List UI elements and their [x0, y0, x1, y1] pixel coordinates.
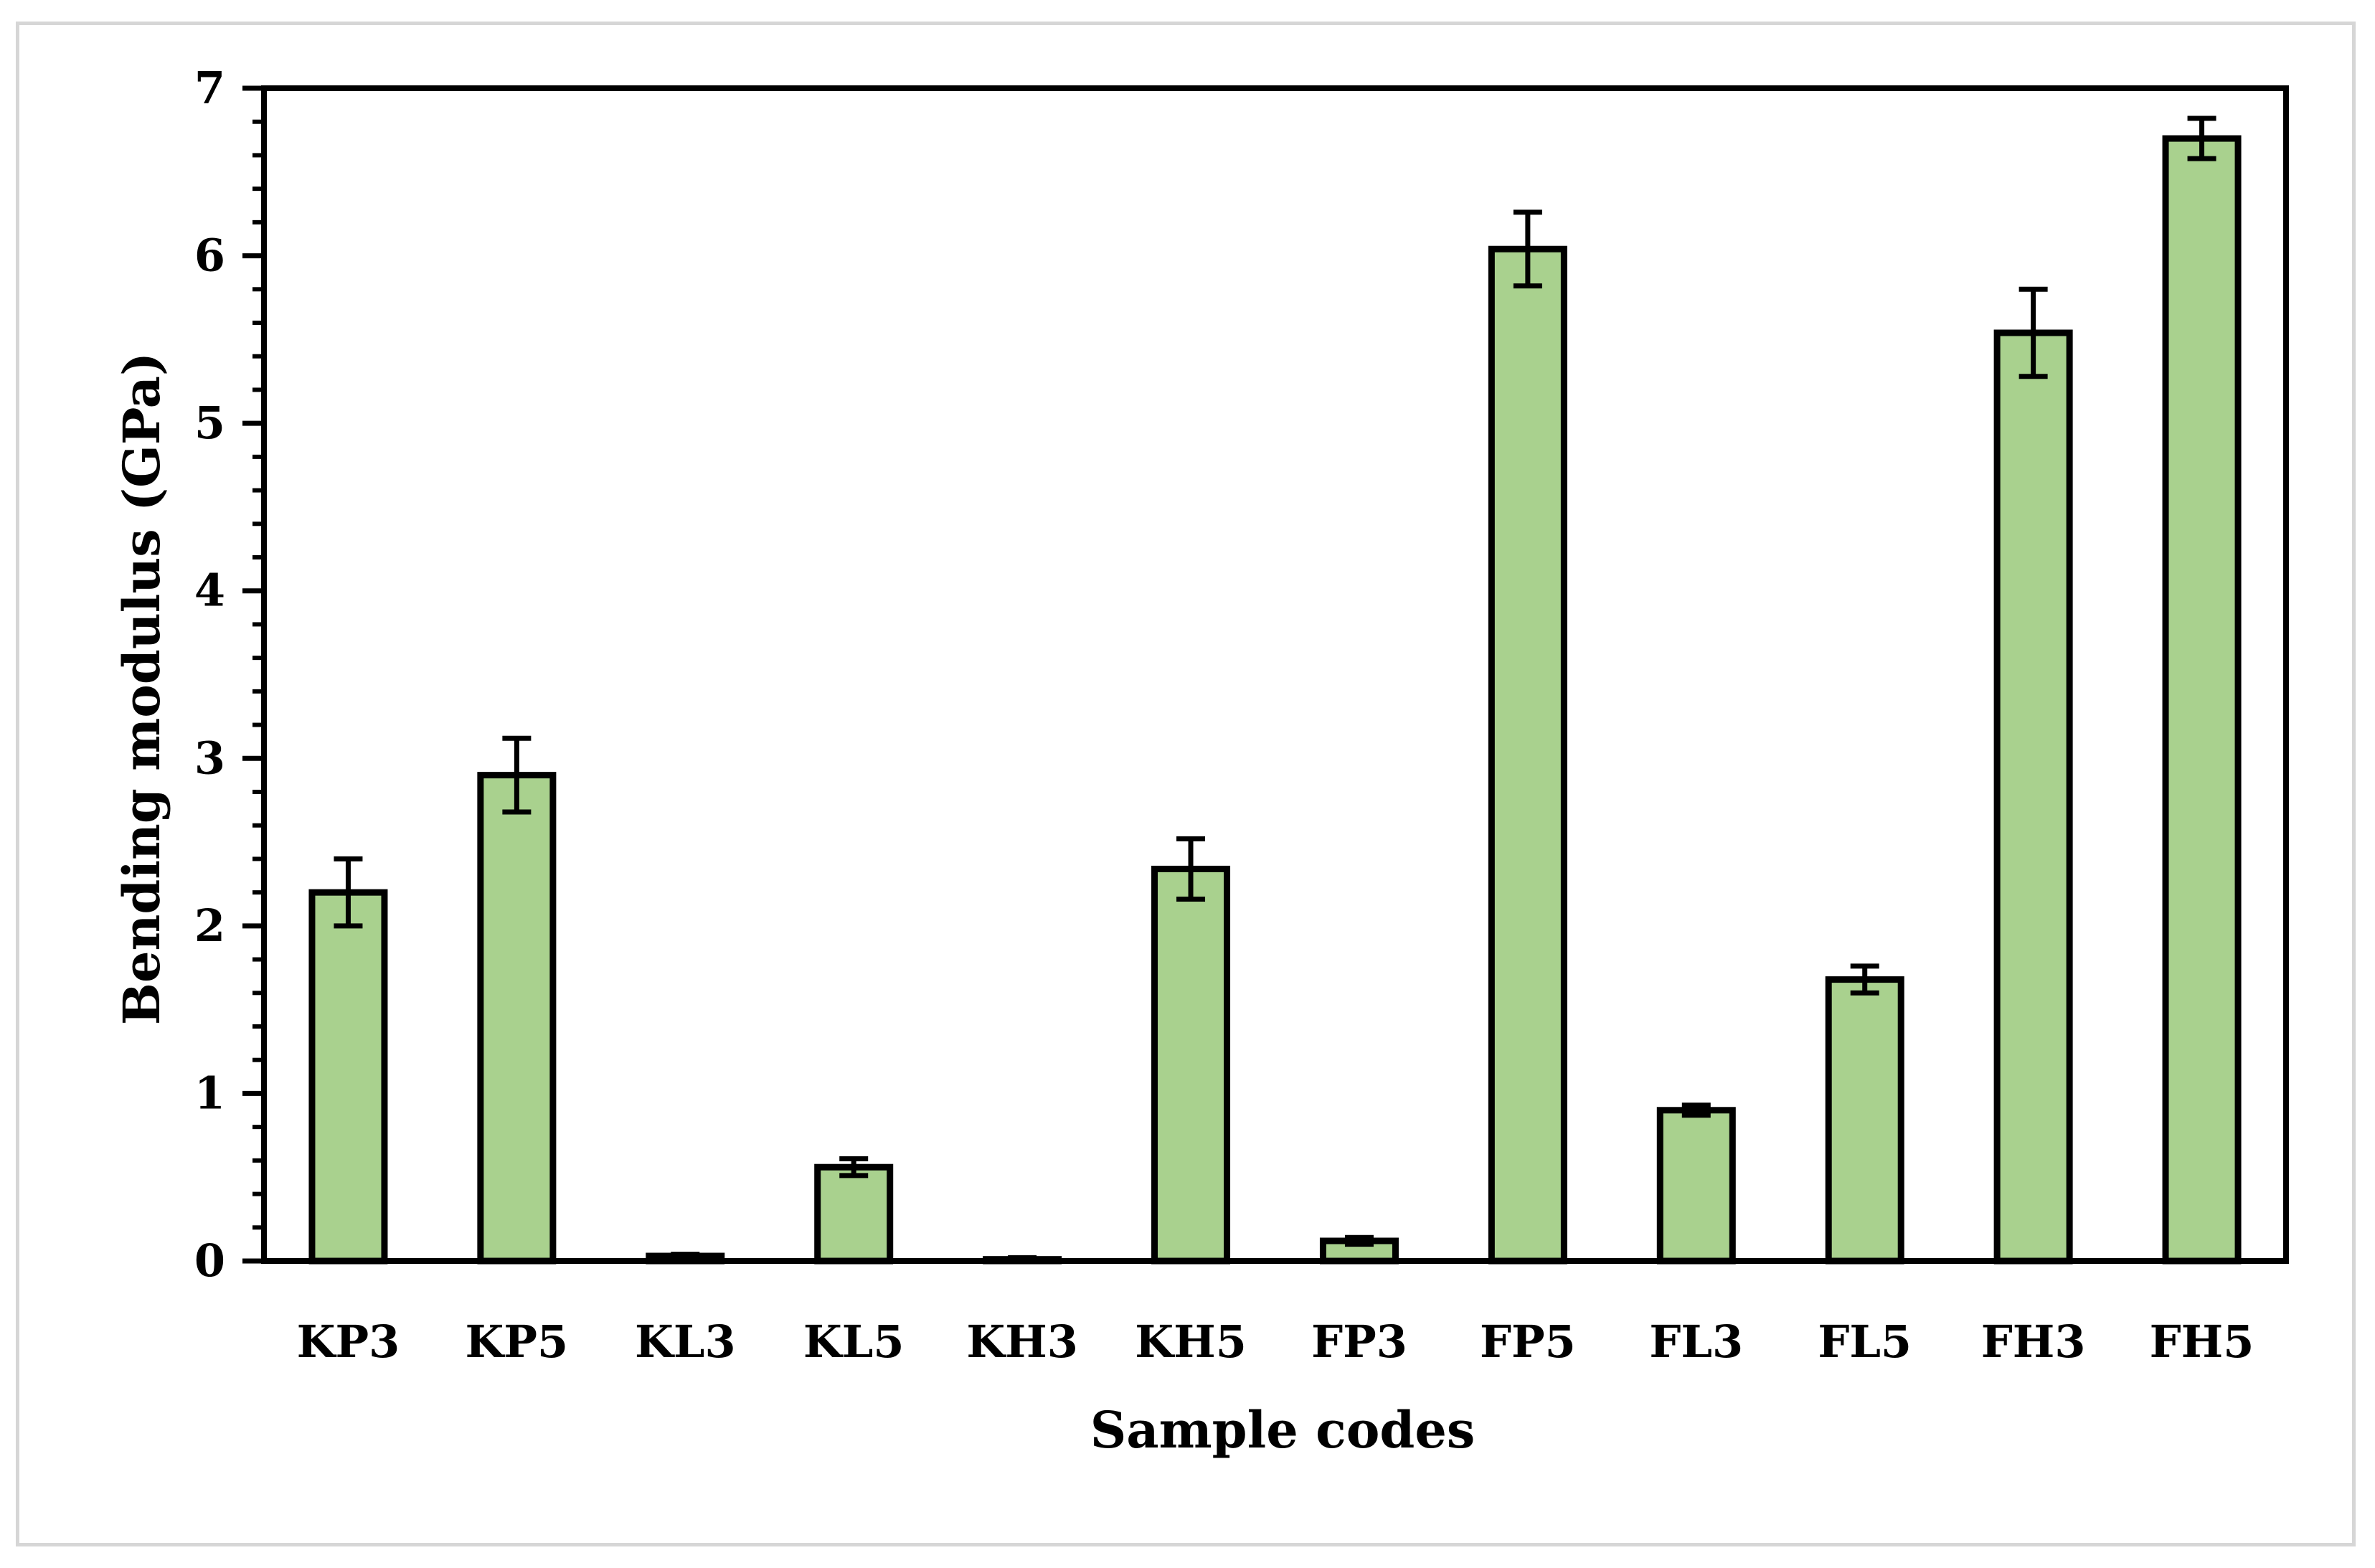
x-axis-title: Sample codes	[1090, 1400, 1475, 1460]
x-tick-label-kl5: KL5	[803, 1316, 905, 1368]
bars-layer	[308, 135, 2242, 1265]
x-tick-label-kp5: KP5	[466, 1316, 569, 1368]
x-tick-label-fp3: FP3	[1311, 1316, 1407, 1368]
x-tick-label-kp3: KP3	[297, 1316, 400, 1368]
bar-fp5	[1488, 245, 1567, 1265]
x-tick-label-kh5: KH5	[1135, 1316, 1247, 1368]
y-tick-label: 2	[194, 899, 225, 952]
x-tick-label-fl5: FL5	[1818, 1316, 1912, 1368]
x-tick-label-kh3: KH3	[966, 1316, 1078, 1368]
bar-fl5	[1825, 976, 1904, 1265]
bar-fl3	[1656, 1107, 1736, 1265]
ticks-layer	[242, 85, 264, 1264]
bar-fh3	[1993, 329, 2073, 1265]
y-tick-label: 6	[194, 230, 225, 282]
bar-kp3	[308, 889, 388, 1265]
error-bars-layer	[334, 115, 2216, 1264]
x-tick-label-kl3: KL3	[635, 1316, 736, 1368]
x-tick-label-fl3: FL3	[1649, 1316, 1743, 1368]
y-tick-label: 7	[194, 62, 225, 114]
y-tick-labels: 0 1 2 3 4 5 6 7	[194, 62, 225, 1287]
x-tick-label-fh5: FH5	[2150, 1316, 2254, 1368]
chart-frame	[16, 22, 2356, 1546]
bar-kl5	[814, 1163, 894, 1265]
bar-kp5	[477, 772, 557, 1265]
x-tick-labels: KP3 KP5 KL3 KL5 KH3 KH5 FP3 FP5 FL3 FL5 FH3 FH5	[297, 1316, 2254, 1368]
y-tick-label: 1	[194, 1067, 225, 1119]
bar-fh5	[2162, 135, 2242, 1265]
y-axis-title: Bending modulus (GPa)	[112, 352, 171, 1025]
x-tick-label-fp5: FP5	[1480, 1316, 1576, 1368]
axes-layer	[261, 85, 2289, 1264]
x-tick-label-fh3: FH3	[1981, 1316, 2086, 1368]
y-tick-label: 0	[194, 1234, 225, 1287]
plot-area-border	[261, 85, 2289, 1264]
y-tick-label: 4	[194, 565, 225, 617]
bar-kh5	[1151, 865, 1231, 1265]
y-tick-label: 5	[194, 397, 225, 449]
y-tick-label: 3	[194, 732, 225, 784]
